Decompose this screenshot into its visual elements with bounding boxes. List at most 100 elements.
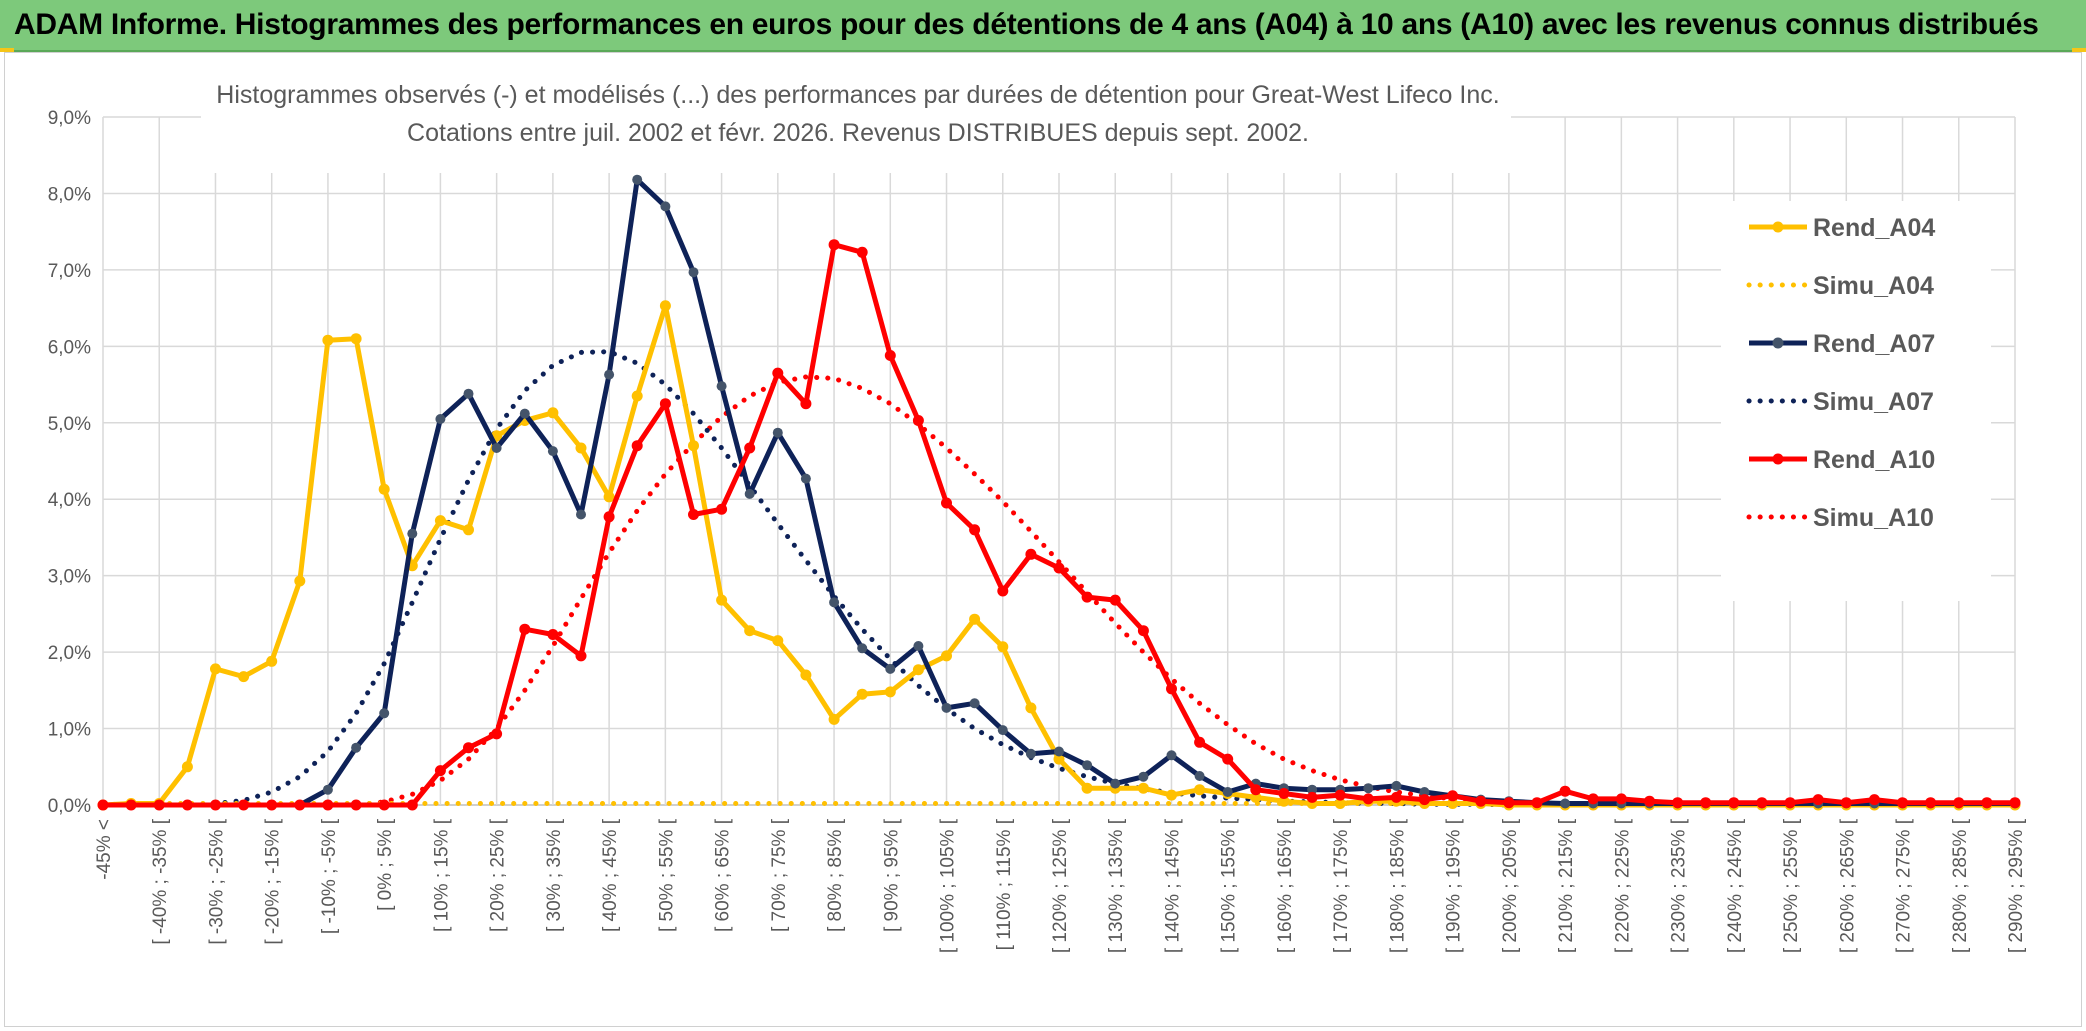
point-Rend_A10 (1222, 753, 1234, 765)
x-tick-label: [ 20% ; 25% [ (488, 818, 509, 932)
point-Rend_A10 (1025, 548, 1037, 560)
point-Rend_A10 (744, 442, 756, 454)
point-Rend_A04 (716, 594, 728, 606)
point-Rend_A10 (294, 799, 306, 811)
point-Rend_A07 (1194, 771, 1205, 781)
point-Rend_A07 (1363, 783, 1374, 794)
point-Rend_A10 (519, 623, 531, 635)
x-tick-label: [ 220% ; 225% [ (1612, 818, 1633, 953)
legend-marker (1772, 221, 1784, 233)
point-Rend_A10 (1644, 795, 1655, 807)
point-Rend_A10 (828, 239, 840, 251)
point-Rend_A10 (1053, 562, 1065, 574)
legend-item-Simu_A10: Simu_A10 (1746, 504, 1934, 532)
point-Rend_A04 (266, 655, 278, 667)
point-Rend_A04 (1166, 789, 1177, 801)
corner-accent-right (2072, 48, 2086, 52)
point-Rend_A10 (856, 246, 868, 258)
x-tick-label: [ 280% ; 285% [ (1950, 818, 1971, 953)
y-tick-label: 4,0% (48, 490, 91, 511)
header-bar: ADAM Informe. Histogrammes des performan… (0, 0, 2086, 52)
chart-series (97, 174, 2021, 811)
point-Rend_A10 (181, 799, 193, 811)
x-tick-label: [ 80% ; 85% [ (825, 818, 846, 932)
x-tick-label: [ 120% ; 125% [ (1050, 818, 1071, 953)
point-Rend_A07 (379, 708, 390, 719)
point-Rend_A10 (1756, 797, 1768, 809)
point-Rend_A10 (1728, 797, 1740, 809)
x-tick-label: [ 150% ; 155% [ (1219, 818, 1240, 953)
legend-label: Rend_A10 (1813, 446, 1935, 474)
point-Rend_A10 (97, 799, 109, 811)
point-Rend_A04 (856, 688, 868, 700)
point-Rend_A07 (688, 267, 699, 278)
x-tick-label: [ -40% ; -35% [ (150, 818, 171, 944)
point-Rend_A07 (1560, 798, 1571, 809)
point-Rend_A07 (969, 698, 980, 709)
legend-item-Simu_A04: Simu_A04 (1746, 272, 1934, 300)
x-tick-label: [ 30% ; 35% [ (544, 818, 565, 932)
point-Rend_A10 (1897, 797, 1908, 809)
point-Rend_A07 (435, 414, 446, 424)
point-Rend_A10 (912, 415, 924, 426)
point-Rend_A10 (322, 799, 334, 811)
point-Rend_A04 (1137, 782, 1149, 794)
point-Rend_A07 (322, 784, 333, 795)
x-tick-label: [ -10% ; -5% [ (319, 818, 340, 934)
point-Rend_A07 (1419, 787, 1430, 797)
x-tick-label: [ -30% ; -25% [ (206, 818, 227, 944)
point-Rend_A07 (463, 388, 474, 399)
point-Rend_A04 (1053, 753, 1065, 765)
point-Rend_A04 (744, 625, 756, 637)
x-tick-label: [ 180% ; 185% [ (1387, 818, 1408, 953)
point-Rend_A10 (1587, 793, 1599, 805)
point-Rend_A07 (744, 488, 755, 499)
point-Rend_A04 (884, 686, 896, 698)
point-Rend_A07 (660, 201, 671, 212)
legend-marker (1772, 453, 1784, 465)
point-Rend_A10 (1531, 797, 1543, 809)
point-Rend_A10 (631, 440, 643, 452)
y-tick-label: 6,0% (48, 337, 91, 358)
point-Rend_A10 (238, 799, 250, 811)
point-Rend_A07 (1166, 750, 1177, 761)
point-Rend_A04 (1081, 782, 1093, 794)
point-Rend_A07 (857, 643, 868, 654)
x-tick-label: [ -20% ; -15% [ (263, 818, 284, 944)
point-Rend_A04 (631, 390, 643, 402)
x-tick-label: [ 50% ; 55% [ (656, 818, 677, 932)
point-Rend_A10 (266, 799, 278, 811)
legend-label: Simu_A07 (1813, 388, 1934, 416)
point-Rend_A10 (1194, 736, 1206, 748)
point-Rend_A10 (547, 629, 559, 640)
point-Rend_A07 (997, 725, 1008, 736)
point-Rend_A10 (603, 511, 615, 523)
x-tick-label: [ 250% ; 255% [ (1781, 818, 1802, 953)
point-Rend_A04 (575, 442, 587, 454)
chart-title-line-2: Cotations entre juil. 2002 et févr. 2026… (407, 119, 1309, 147)
title-background (201, 73, 1511, 173)
x-tick-label: [ 210% ; 215% [ (1556, 818, 1577, 953)
point-Rend_A07 (1391, 780, 1402, 791)
point-Rend_A10 (1925, 797, 1937, 809)
point-Rend_A10 (800, 398, 812, 410)
line-Simu_A04 (100, 801, 2018, 808)
point-Rend_A10 (1334, 789, 1346, 801)
point-Rend_A10 (2009, 797, 2021, 809)
point-Rend_A04 (912, 664, 924, 676)
y-tick-label: 2,0% (48, 643, 91, 664)
point-Rend_A04 (941, 650, 952, 662)
legend-item-Rend_A07: Rend_A07 (1749, 330, 1935, 358)
point-Rend_A07 (800, 473, 811, 484)
x-tick-label: [ 10% ; 15% [ (431, 818, 452, 932)
point-Rend_A07 (407, 528, 418, 539)
point-Rend_A07 (491, 443, 502, 453)
point-Rend_A04 (434, 515, 446, 527)
point-Rend_A10 (1503, 797, 1515, 809)
point-Rend_A10 (1306, 791, 1318, 803)
point-Rend_A10 (1447, 790, 1459, 802)
point-Rend_A10 (125, 799, 137, 811)
point-Rend_A07 (716, 381, 727, 392)
point-Rend_A10 (491, 728, 503, 740)
point-Rend_A10 (1615, 793, 1627, 805)
